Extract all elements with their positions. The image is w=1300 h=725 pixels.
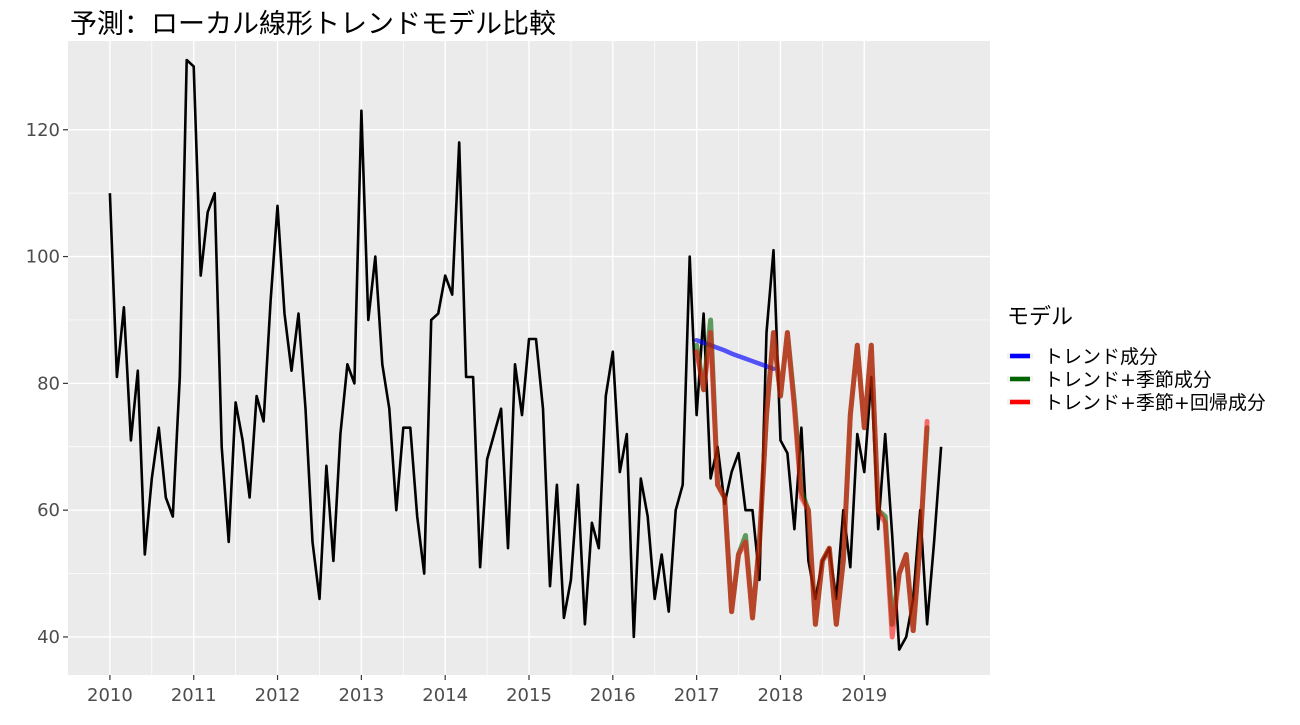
y-tick-label: 100 <box>26 247 60 268</box>
series-line-observed <box>108 58 943 651</box>
x-tick-label: 2013 <box>338 685 384 706</box>
y-axis: 40 60 80 100 120 <box>26 120 68 648</box>
x-tick-label: 2012 <box>255 685 301 706</box>
x-tick-label: 2015 <box>506 685 552 706</box>
legend-label: トレンド+季節成分 <box>1044 369 1212 391</box>
y-tick-label: 40 <box>37 627 60 648</box>
series-layer <box>108 58 943 651</box>
x-tick-label: 2017 <box>674 685 720 706</box>
legend-title: モデル <box>1007 305 1073 330</box>
x-tick-label: 2014 <box>422 685 468 706</box>
y-tick-label: 80 <box>37 373 60 394</box>
y-tick-label: 60 <box>37 500 60 521</box>
legend-label: トレンド+季節+回帰成分 <box>1044 392 1266 414</box>
y-tick-label: 120 <box>26 120 60 141</box>
x-tick-label: 2016 <box>590 685 636 706</box>
x-tick-label: 2011 <box>171 685 217 706</box>
x-tick-label: 2019 <box>841 685 887 706</box>
x-tick-label: 2010 <box>87 685 133 706</box>
chart-title: 予測：ローカル線形トレンドモデル比較 <box>70 9 556 40</box>
series-line-3 <box>694 330 930 640</box>
legend-label: トレンド成分 <box>1044 346 1158 368</box>
x-axis: 2010 2011 2012 2013 2014 2015 2016 2017 2018 2019 <box>87 675 887 706</box>
x-tick-label: 2018 <box>758 685 804 706</box>
